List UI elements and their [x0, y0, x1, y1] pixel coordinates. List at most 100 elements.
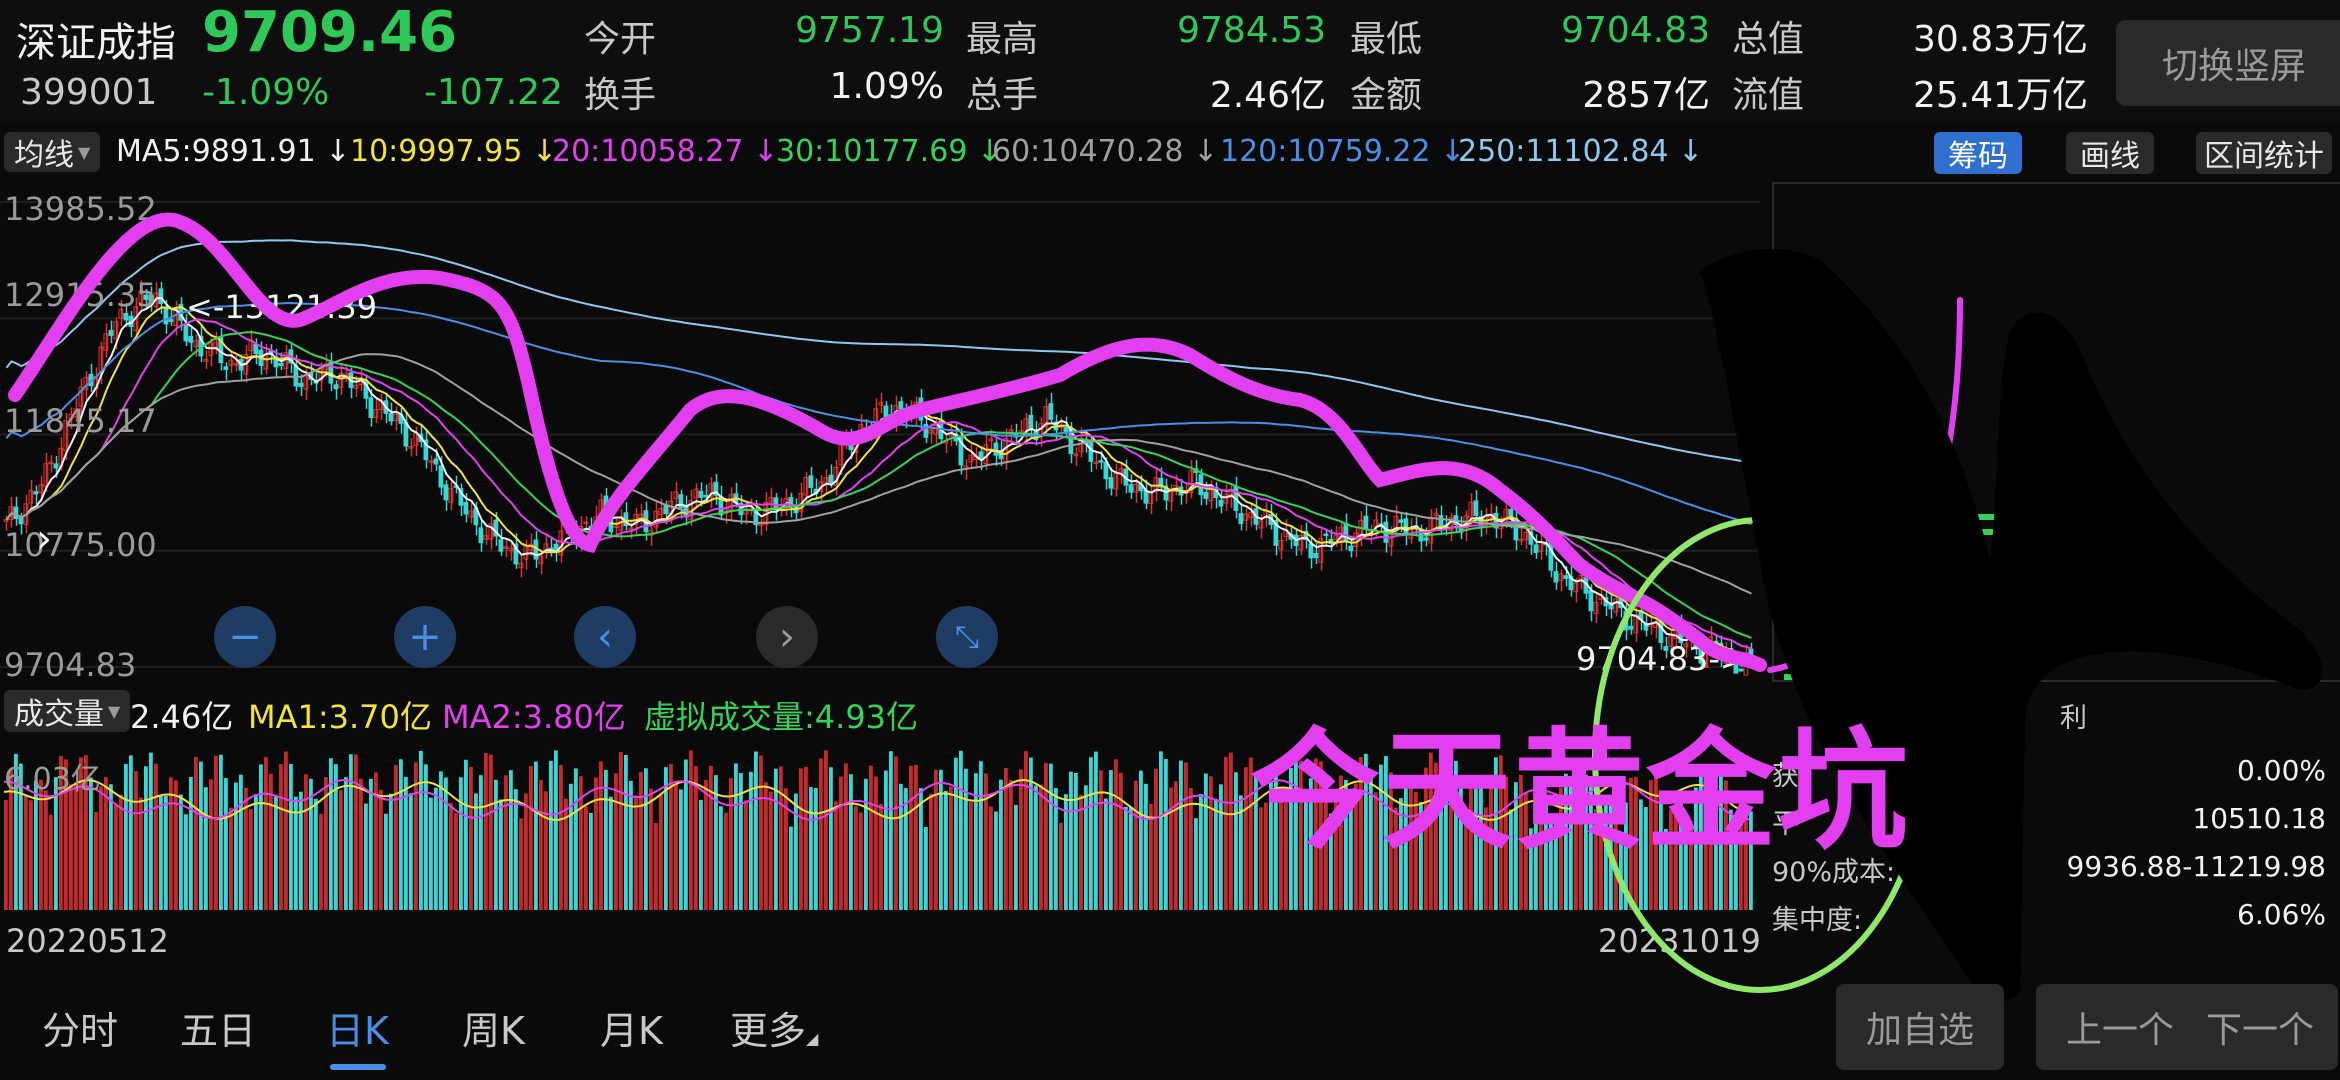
volume-bar [464, 759, 468, 910]
volume-bar [89, 777, 93, 910]
candle-body [163, 307, 169, 325]
date-start-label: 20220512 [6, 922, 169, 960]
volume-bar [879, 803, 883, 910]
candle-body [1563, 575, 1569, 579]
volume-bar [1109, 770, 1113, 910]
candle-body [1308, 543, 1314, 559]
volume-bar [574, 768, 578, 910]
volume-bar [429, 797, 433, 910]
volume-bar [1009, 780, 1013, 910]
volume-bar [1294, 751, 1298, 910]
switch-portrait-button[interactable]: 切换竖屏 [2116, 20, 2340, 106]
volume-bar [739, 773, 743, 910]
volume-bar [649, 788, 653, 910]
volume-bar [424, 764, 428, 910]
volume-bar [349, 754, 353, 910]
previous-button[interactable]: 上一个 [2036, 984, 2204, 1070]
tab-more[interactable]: 更多◢ [730, 1000, 818, 1055]
draw-line-button[interactable]: 画线 [2066, 132, 2154, 174]
stat-label: 总手 [966, 75, 1039, 116]
next-button[interactable]: 下一个 [2182, 984, 2338, 1070]
volume-bar [1259, 807, 1263, 910]
volume-bar [1364, 753, 1368, 910]
tab-five-day[interactable]: 五日 [180, 1009, 257, 1053]
volume-bar [644, 768, 648, 910]
volume-bar [889, 751, 893, 910]
tab-monthly-k[interactable]: 月K [600, 1009, 663, 1053]
volume-bar [764, 782, 768, 910]
candle-body [898, 401, 904, 410]
volume-bar [1319, 761, 1323, 910]
volume-bar [1039, 784, 1043, 910]
volume-bar [604, 769, 608, 910]
volume-bar [884, 770, 888, 910]
volume-bar [444, 777, 448, 910]
volume-bar [239, 774, 243, 910]
volume-bar [279, 764, 283, 910]
volume-bar [1199, 794, 1203, 910]
collapse-icon[interactable]: ⤡ [936, 606, 998, 668]
volume-bar [704, 780, 708, 910]
volume-bar [874, 776, 878, 910]
volume-bar [509, 770, 513, 910]
volume-bar [194, 757, 198, 910]
scroll-right-icon[interactable]: › [756, 606, 818, 668]
dropdown-triangle-icon: ▼ [78, 142, 91, 162]
volume-bar [129, 755, 133, 910]
ma-value-item: 120:10759.22 ↓ [1220, 134, 1466, 169]
volume-bar [1344, 779, 1348, 910]
volume-selector[interactable]: 成交量 ▼ [4, 690, 131, 732]
candle-body [868, 427, 874, 431]
candle-body [1143, 489, 1149, 504]
volume-ma-line [3, 778, 1750, 821]
volume-bar [119, 794, 123, 910]
tab-intraday[interactable]: 分时 [42, 1009, 119, 1053]
candle-body [18, 517, 24, 525]
volume-bar [1239, 795, 1243, 910]
volume-bar [1289, 768, 1293, 910]
volume-bar [1434, 762, 1438, 910]
stat-value: 2857亿 [1582, 75, 1710, 116]
volume-bar [979, 761, 983, 910]
volume-bar [1419, 802, 1423, 910]
chips-button[interactable]: 筹码 [1934, 132, 2022, 174]
volume-bar [854, 806, 858, 910]
volume-bar [69, 784, 73, 910]
ma-selector-label: 均线 [14, 138, 74, 173]
stat-value: 2.46亿 [1209, 75, 1326, 116]
volume-bar [1154, 768, 1158, 910]
volume-bar [1589, 780, 1593, 910]
volume-bar [1014, 804, 1018, 910]
range-stats-button[interactable]: 区间统计 [2196, 132, 2332, 174]
volume-bar [1029, 757, 1033, 910]
expand-left-icon[interactable]: › [36, 516, 52, 562]
candle-body [1098, 460, 1104, 463]
ma-selector[interactable]: 均线 ▼ [4, 132, 101, 173]
volume-bar [384, 813, 388, 910]
volume-bar [329, 758, 333, 910]
ma60-line [5, 353, 1752, 595]
volume-bar [1169, 787, 1173, 910]
volume-bar [844, 763, 848, 910]
volume-bar [1584, 774, 1588, 910]
volume-bar [584, 806, 588, 910]
volume-bar [1064, 794, 1068, 910]
volume-bar [539, 780, 543, 910]
tab-daily-k[interactable]: 日K [326, 1009, 389, 1053]
add-watchlist-button[interactable]: 加自选 [1836, 984, 2004, 1070]
stat-value: 9757.19 [795, 10, 944, 51]
volume-bar [819, 758, 823, 910]
zoom-out-icon[interactable]: − [214, 606, 276, 668]
zoom-in-icon[interactable]: + [394, 606, 456, 668]
kline-chart[interactable] [0, 182, 1770, 687]
candle-body [863, 427, 869, 432]
volume-bar [289, 763, 293, 910]
volume-bar [654, 823, 658, 910]
index-name: 深证成指 [16, 20, 176, 66]
volume-bar [64, 759, 68, 910]
y-axis-label-2: 11845.17 [4, 402, 157, 440]
candle-body [588, 525, 594, 529]
candle-body [603, 495, 609, 514]
scroll-left-icon[interactable]: ‹ [574, 606, 636, 668]
tab-weekly-k[interactable]: 周K [462, 1009, 525, 1053]
